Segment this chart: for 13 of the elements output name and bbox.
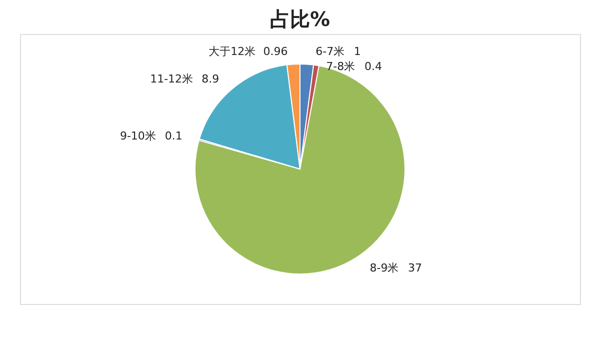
data-label: 0.96	[263, 45, 288, 58]
data-label: 8.9	[202, 72, 220, 86]
slice-label: 8-9米	[370, 261, 399, 274]
slice-label: 大于12米	[208, 45, 256, 58]
slice-label: 7-8米	[326, 60, 356, 74]
chart-title: 占比%	[270, 7, 330, 31]
data-label: 1	[354, 45, 361, 58]
slice-label: 11-12米	[150, 72, 194, 86]
data-label: 0.1	[164, 129, 182, 142]
data-label: 37	[408, 261, 422, 274]
data-label: 0.4	[364, 60, 382, 74]
slice-label: 9-10米	[120, 129, 156, 142]
slice-label: 6-7米	[316, 45, 345, 58]
